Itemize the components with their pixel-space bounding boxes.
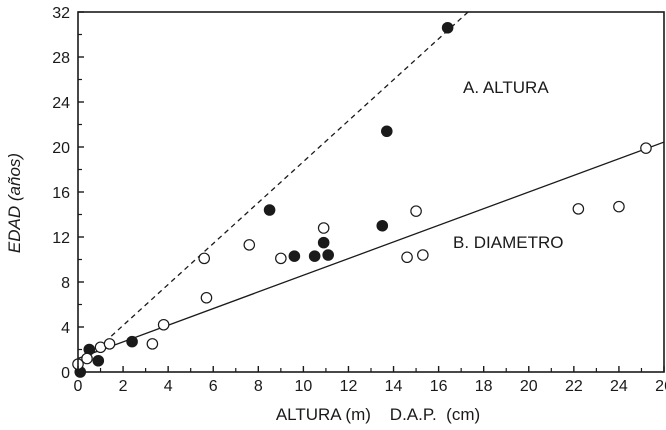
y-tick-label: 24: [52, 95, 70, 112]
data-point-diametro: [410, 205, 422, 217]
data-point-altura: [380, 125, 393, 138]
data-point-altura: [263, 204, 276, 216]
x-axis-label: ALTURA (m) D.A.P. (cm): [276, 405, 480, 424]
x-tick-label: 2: [119, 378, 128, 395]
plot-frame: [77, 11, 665, 373]
x-tick-label: 4: [164, 378, 173, 395]
data-point-altura: [317, 236, 330, 249]
x-tick-label: 10: [294, 378, 312, 395]
data-point-diametro: [146, 338, 159, 350]
annotation-diametro: B. DIAMETRO: [453, 233, 564, 252]
data-point-altura: [441, 21, 454, 34]
data-point-diametro: [103, 338, 116, 350]
data-point-altura: [376, 219, 389, 232]
data-point-diametro: [81, 352, 93, 365]
x-tick-label: 22: [565, 378, 583, 395]
y-tick-label: 20: [52, 140, 70, 157]
y-tick-label: 8: [61, 275, 70, 292]
data-point-diametro: [157, 318, 170, 331]
x-tick-label: 26: [655, 378, 666, 395]
x-tick-label: 14: [385, 378, 403, 395]
plot-area: [72, 12, 664, 378]
x-tick-label: 24: [610, 378, 628, 395]
data-point-altura: [126, 335, 138, 348]
data-point-diametro: [572, 203, 585, 215]
data-point-altura: [308, 250, 321, 262]
data-point-altura: [288, 250, 301, 262]
regression-line: [78, 12, 470, 367]
x-tick-label: 8: [254, 378, 263, 395]
y-tick-label: 0: [61, 365, 70, 382]
y-tick-label: 16: [52, 185, 70, 202]
x-tick-label: 20: [520, 378, 538, 395]
data-point-diametro: [275, 252, 287, 265]
data-point-diametro: [417, 249, 429, 261]
x-tick-label: 6: [209, 378, 218, 395]
y-tick-label: 28: [52, 50, 70, 67]
x-tick-label: 0: [74, 378, 83, 395]
y-axis-label: EDAD (años): [5, 153, 24, 253]
data-point-diametro: [243, 239, 256, 251]
x-tick-label: 16: [430, 378, 448, 395]
data-point-altura: [322, 249, 334, 261]
data-point-diametro: [198, 252, 211, 265]
axes: 02468101214161820222426048121620242832: [52, 5, 666, 395]
data-point-diametro: [401, 251, 413, 264]
y-tick-label: 12: [52, 230, 70, 247]
regression-line: [78, 141, 664, 360]
x-tick-label: 18: [475, 378, 493, 395]
data-point-diametro: [640, 142, 652, 154]
y-tick-label: 32: [52, 5, 70, 22]
annotation-altura: A. ALTURA: [463, 78, 549, 97]
data-point-diametro: [613, 200, 625, 213]
data-point-diametro: [317, 222, 330, 234]
regression-lines: [78, 12, 664, 367]
y-tick-label: 4: [61, 320, 70, 337]
data-point-diametro: [200, 291, 213, 304]
data-point-altura: [92, 354, 105, 367]
x-tick-label: 12: [340, 378, 358, 395]
